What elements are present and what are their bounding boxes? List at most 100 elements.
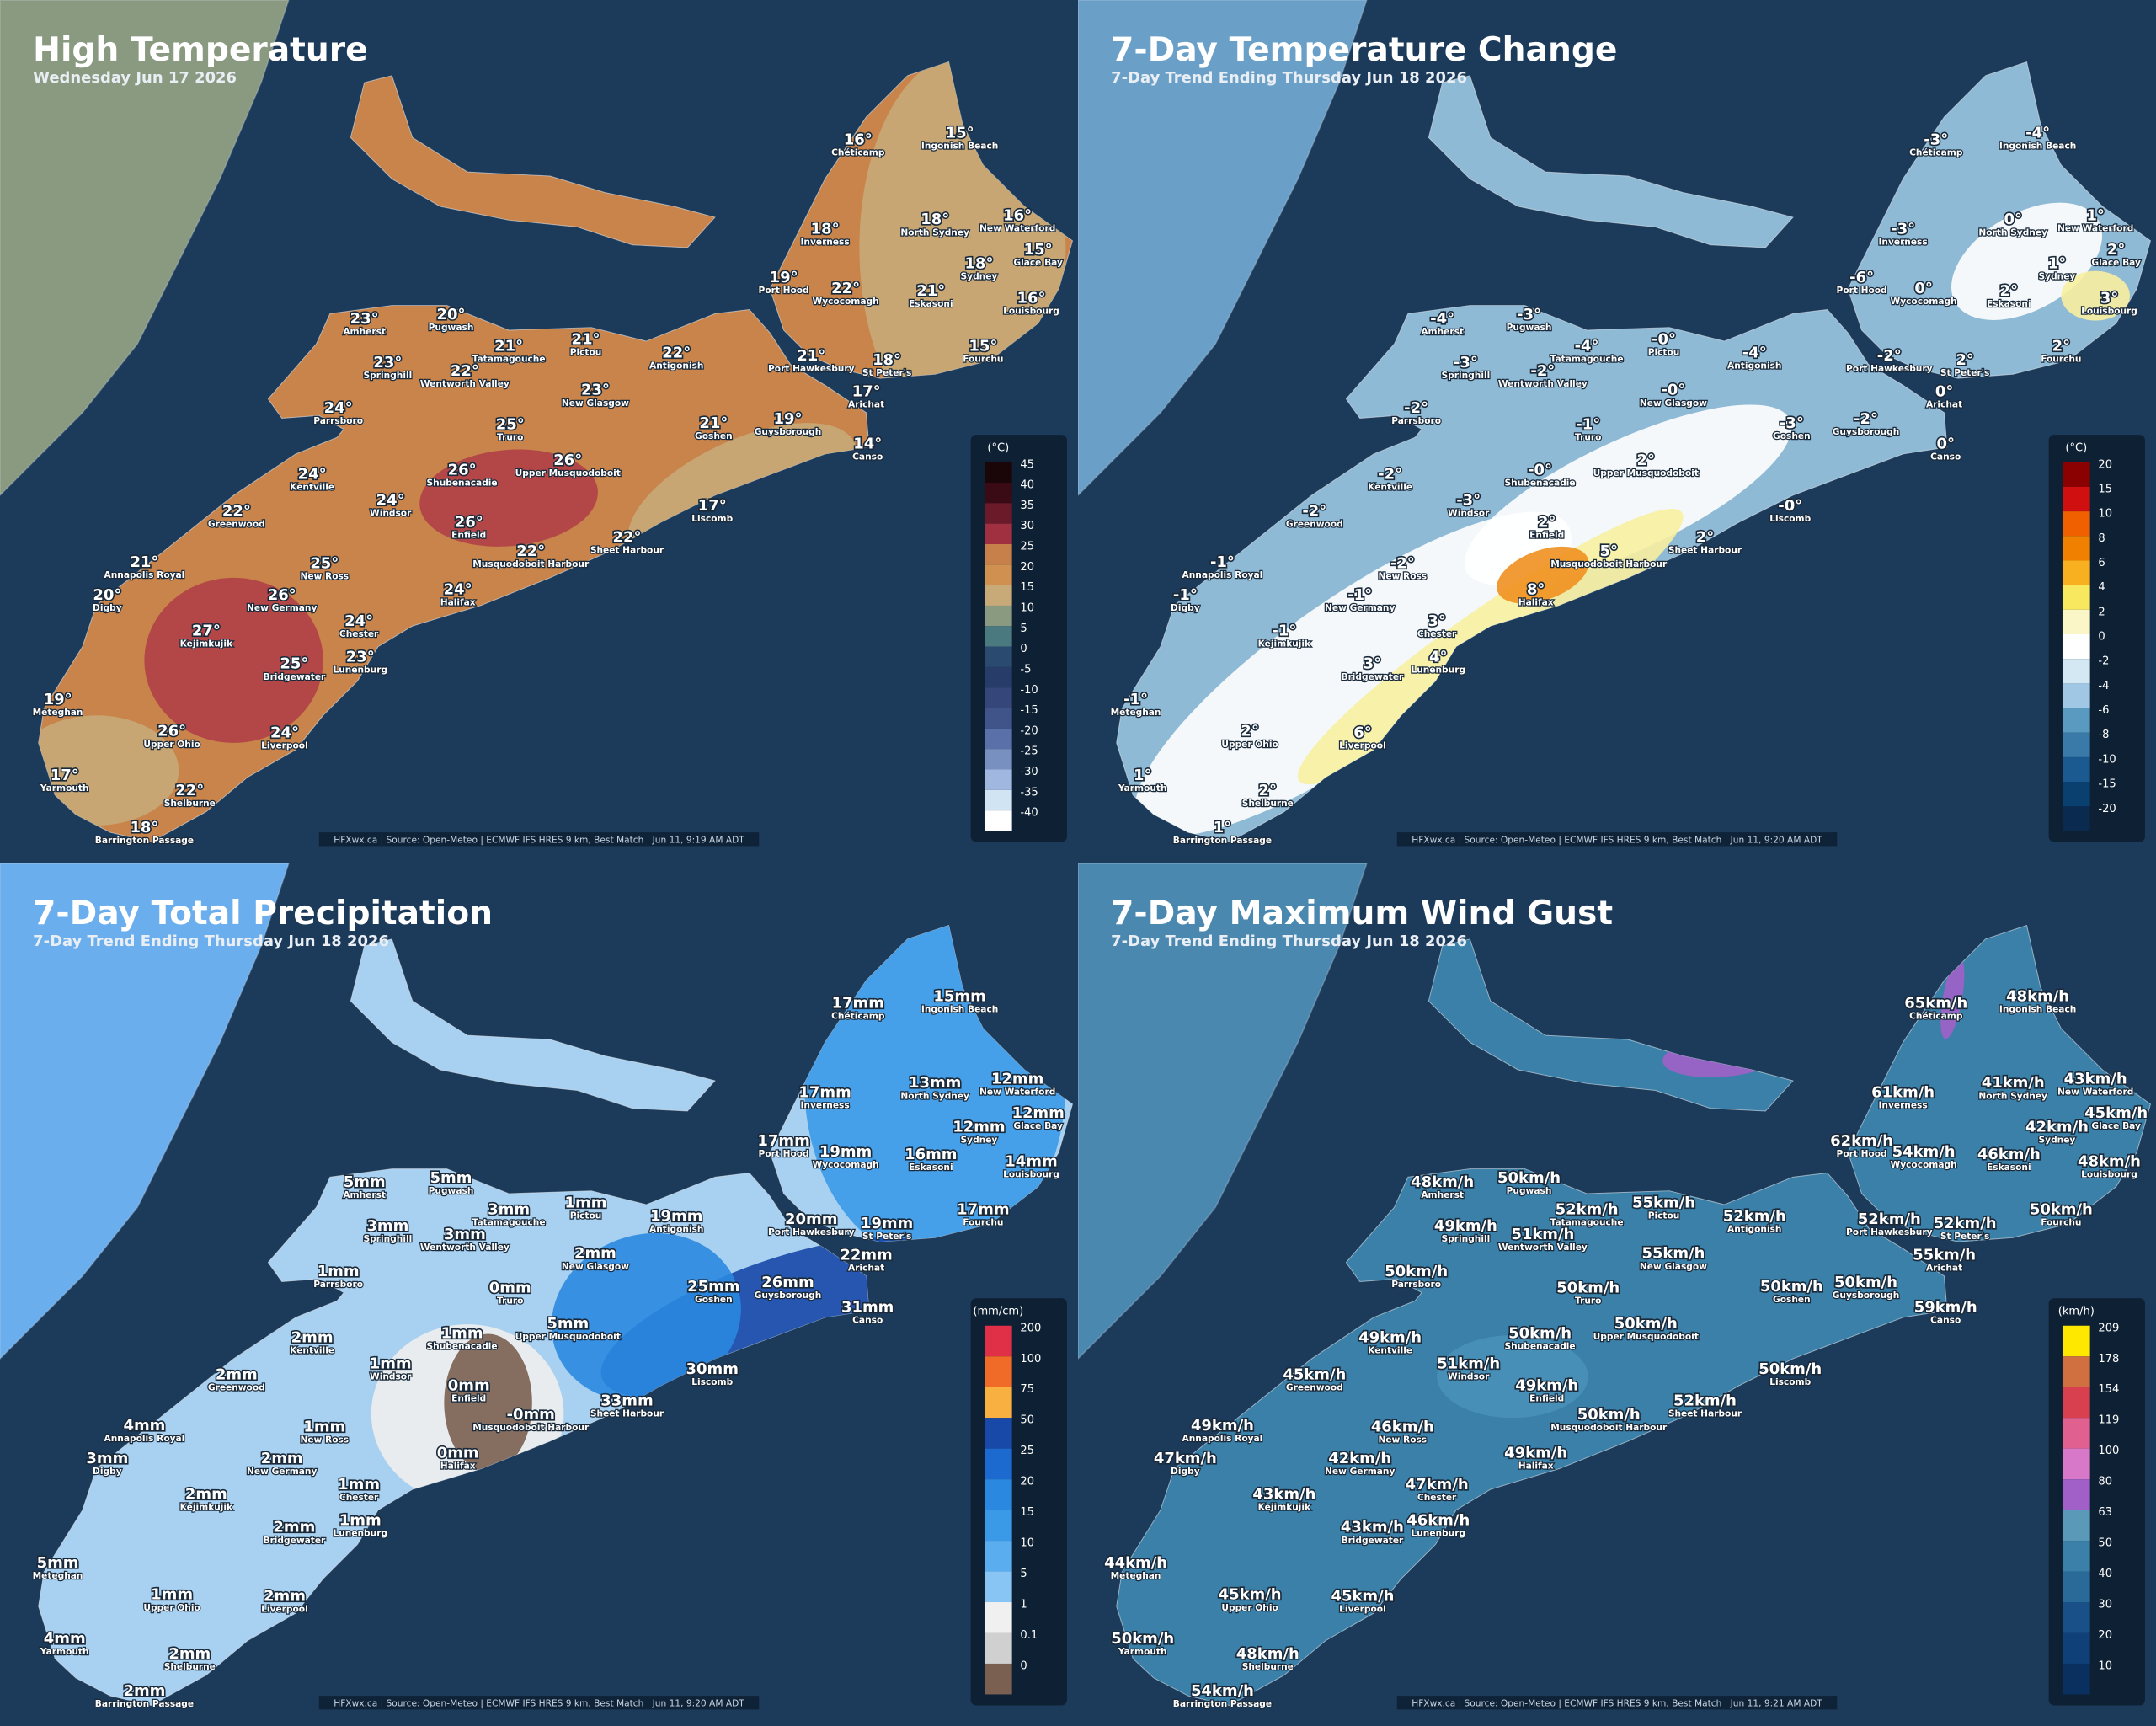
legend-swatch xyxy=(2062,683,2090,708)
legend-label: 10 xyxy=(2098,1659,2112,1672)
place-value: 50km/h xyxy=(1834,1274,1897,1291)
place-value: 3° xyxy=(1428,612,1445,630)
legend-label: 20 xyxy=(2098,1629,2112,1642)
place-value: -0° xyxy=(1778,497,1802,515)
place-name: Sheet Harbour xyxy=(1668,1408,1742,1419)
place-name: Shelburne xyxy=(164,1661,216,1672)
source-note: HFXwx.ca | Source: Open-Meteo | ECMWF IF… xyxy=(1412,1697,1822,1708)
place-value: -3° xyxy=(1456,491,1481,509)
legend-swatch xyxy=(984,749,1012,770)
place-name: Chéticamp xyxy=(1909,1011,1963,1022)
legend-label: 4 xyxy=(2098,581,2105,594)
place-name: Fourchu xyxy=(963,354,1003,365)
place-name: Greenwood xyxy=(1286,1382,1343,1393)
legend-label: 25 xyxy=(1020,1445,1034,1457)
place-name: New Ross xyxy=(300,1435,349,1445)
place-value: 47km/h xyxy=(1406,1476,1469,1494)
place-value: -4° xyxy=(1430,310,1454,328)
place-value: 5mm xyxy=(37,1554,79,1572)
place-value: 18° xyxy=(921,211,949,228)
place-name: Enfield xyxy=(1529,530,1564,541)
place-name: Wentworth Valley xyxy=(420,378,510,389)
place-name: St Peter's xyxy=(862,1231,911,1242)
legend-unit: (mm/cm) xyxy=(973,1306,1023,1318)
legend-swatch xyxy=(984,483,1012,504)
place-name: Arichat xyxy=(1926,1262,1962,1273)
place-name: Guysborough xyxy=(1833,1290,1900,1301)
field-zone xyxy=(551,1232,741,1402)
legend-swatch xyxy=(984,462,1012,484)
place-name: Kentville xyxy=(290,481,334,492)
place-value: 52km/h xyxy=(1556,1200,1619,1218)
place-value: 48km/h xyxy=(2078,1152,2141,1170)
legend-label: 209 xyxy=(2098,1322,2119,1334)
place-value: 17° xyxy=(51,767,79,784)
place-value: 52km/h xyxy=(1723,1208,1786,1226)
place-name: Inverness xyxy=(800,237,849,248)
place-value: 20mm xyxy=(785,1210,837,1228)
place-name: North Sydney xyxy=(900,1090,969,1101)
place-value: -1° xyxy=(1348,586,1372,604)
place-name: Digby xyxy=(1171,1466,1200,1477)
place-value: 2mm xyxy=(261,1450,303,1467)
place-name: Chester xyxy=(1417,628,1457,639)
place-value: 55km/h xyxy=(1632,1194,1695,1211)
place-value: 42km/h xyxy=(1328,1450,1391,1467)
place-value: -4° xyxy=(2025,124,2050,142)
legend-label: 30 xyxy=(1020,520,1034,532)
field-zone xyxy=(1940,957,1965,1039)
place-value: -0mm xyxy=(507,1406,555,1424)
place-name: Sydney xyxy=(961,1135,998,1146)
place-name: Chéticamp xyxy=(831,1011,885,1022)
place-name: Truro xyxy=(497,1296,523,1307)
place-value: 52km/h xyxy=(1673,1392,1737,1409)
place-name: New Germany xyxy=(247,1466,317,1477)
legend-label: 0.1 xyxy=(1020,1629,1038,1642)
legend-label: 1 xyxy=(1020,1599,1027,1611)
place-name: Liverpool xyxy=(261,1603,308,1614)
place-value: 26° xyxy=(157,723,186,740)
place-value: -4° xyxy=(1742,345,1767,362)
place-name: Springhill xyxy=(364,1233,413,1244)
place-name: Lunenburg xyxy=(1411,1528,1465,1539)
legend-label: -10 xyxy=(1020,684,1038,697)
place-name: Wycocomagh xyxy=(813,1159,879,1170)
place-name: St Peter's xyxy=(862,367,911,378)
legend-label: 50 xyxy=(2098,1537,2112,1550)
place-name: Liscomb xyxy=(1769,1376,1811,1387)
place-value: 46km/h xyxy=(1406,1512,1470,1530)
place-name: Digby xyxy=(93,602,122,613)
place-value: 5mm xyxy=(344,1173,386,1191)
legend-label: 0 xyxy=(1020,643,1027,655)
legend-label: 5 xyxy=(1020,1568,1027,1580)
legend-swatch xyxy=(984,605,1012,627)
place-value: 15mm xyxy=(933,987,985,1005)
place-name: Musquodoboit Harbour xyxy=(472,1422,590,1433)
place-value: 41km/h xyxy=(1982,1074,2045,1092)
place-value: 65km/h xyxy=(1904,994,1967,1012)
legend-unit: (°C) xyxy=(987,442,1009,455)
place-name: Wycocomagh xyxy=(813,296,879,307)
place-value: 49km/h xyxy=(1358,1328,1422,1346)
legend-swatch xyxy=(984,646,1012,667)
place-name: Pictou xyxy=(1648,346,1680,357)
legend-label: 10 xyxy=(1020,1537,1034,1550)
place-value: 2° xyxy=(2000,282,2018,300)
legend-label: -15 xyxy=(2098,778,2116,791)
place-value: 19° xyxy=(774,410,803,428)
place-name: Truro xyxy=(1575,432,1601,443)
place-value: 14mm xyxy=(1005,1152,1057,1170)
place-value: 3mm xyxy=(488,1200,530,1218)
place-name: St Peter's xyxy=(1940,1231,1989,1242)
place-name: Annapolis Royal xyxy=(1182,569,1263,580)
place-name: Canso xyxy=(852,451,883,462)
place-name: Tatamagouche xyxy=(1550,1217,1624,1228)
place-value: 17mm xyxy=(757,1132,809,1150)
place-name: Enfield xyxy=(451,1393,486,1404)
place-value: 2mm xyxy=(185,1486,227,1504)
field-zone xyxy=(1497,546,1589,604)
place-name: New Glasgow xyxy=(562,398,629,409)
place-name: Goshen xyxy=(695,430,733,441)
place-name: Inverness xyxy=(1878,237,1927,248)
place-name: Canso xyxy=(852,1314,883,1325)
